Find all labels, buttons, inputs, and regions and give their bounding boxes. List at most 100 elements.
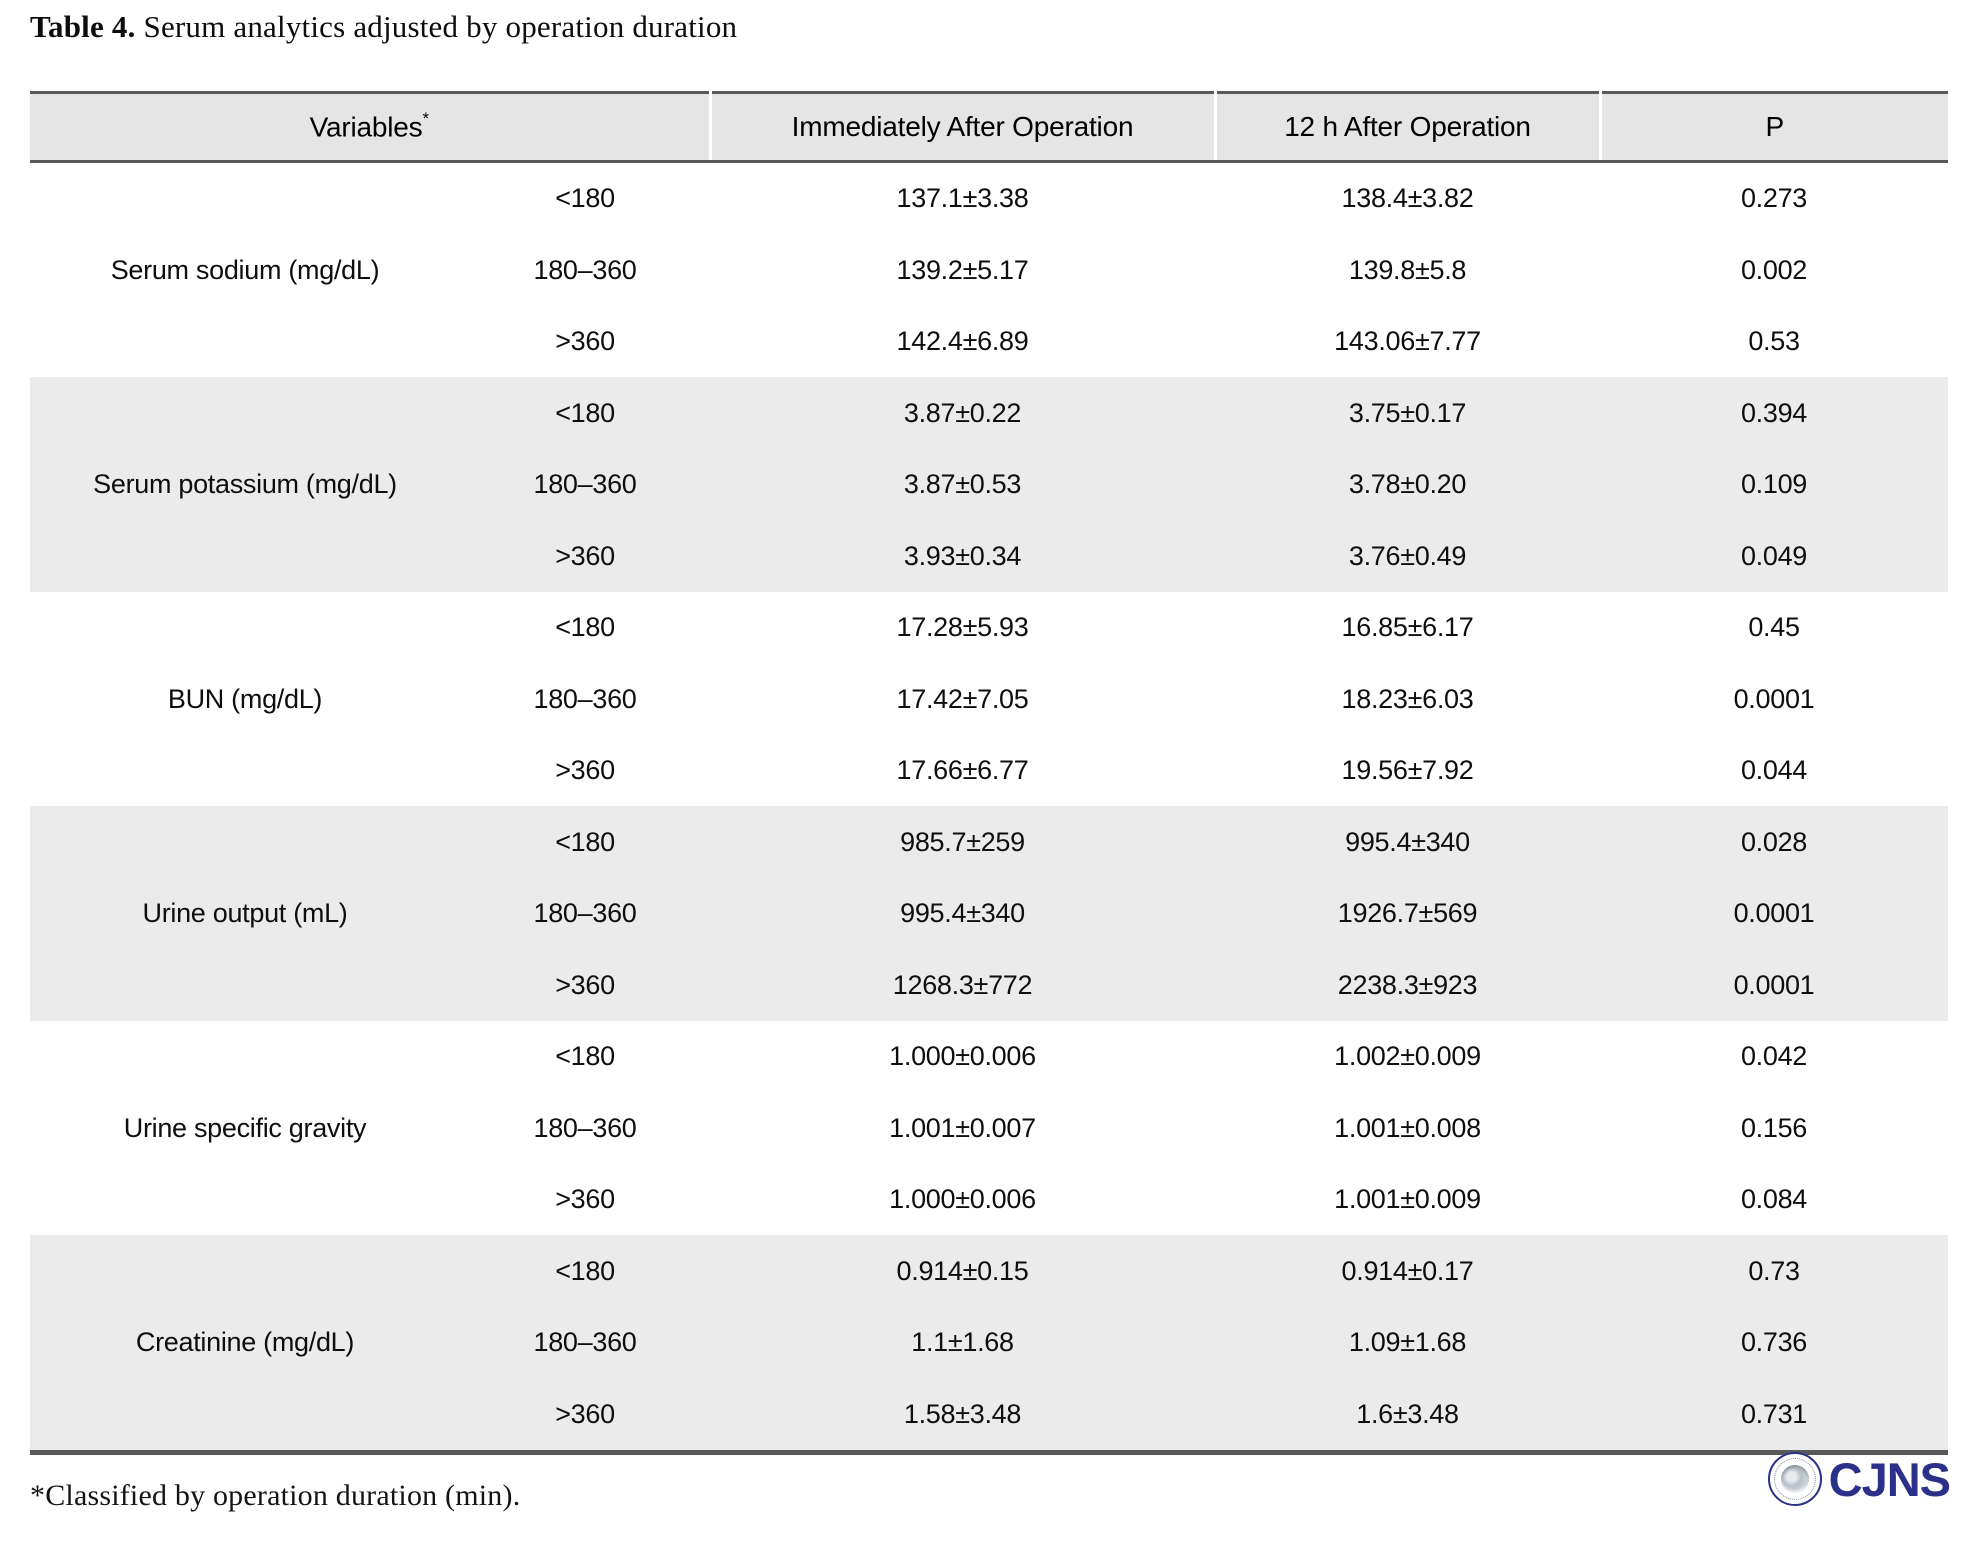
variable-group: BUN (mg/dL) <180 17.28±5.93 16.85±6.17 0.45 1…: [30, 592, 1948, 807]
journal-emblem-icon: [1767, 1452, 1822, 1506]
p-value-cell: 0.044: [1740, 755, 1808, 785]
duration-cell: >360: [460, 1378, 710, 1453]
p-value-cell: 0.273: [1740, 183, 1808, 213]
value-immediate-cell: 1.000±0.006: [889, 1041, 1036, 1071]
p-value-cell: 0.002: [1740, 254, 1808, 285]
header-variables: Variables*: [30, 92, 710, 163]
duration-cell: 180–360: [460, 877, 710, 950]
table-row: Serum sodium (mg/dL) <180 137.1±3.38 138.4±…: [30, 161, 1948, 285]
value-12h-cell: 18.23±6.03: [1341, 683, 1474, 714]
value-immediate-cell: 3.87±0.22: [710, 377, 1215, 449]
table-row: >360 142.4±6.89 143.06±7.77 0.53: [30, 306, 1948, 378]
table-row: >360 3.93±0.34 3.76±0.49 0.049: [30, 520, 1948, 592]
value-immediate-cell: 137.1±3.38: [896, 183, 1029, 213]
p-value-cell: 0.042: [1740, 1041, 1808, 1071]
serum-analytics-table: Variables* Immediately After Operation 1…: [30, 90, 1948, 1455]
duration-cell: 180–360: [460, 1306, 710, 1379]
table-row: 180–360 3.87±0.53 3.78±0.20 0.109: [30, 448, 1948, 521]
header-12h-after-operation: 12 h After Operation: [1213, 92, 1600, 163]
value-12h-cell: 1.001±0.008: [1334, 1112, 1481, 1143]
duration-cell: 180–360: [460, 448, 710, 521]
p-value-cell: 0.731: [1600, 1378, 1948, 1453]
value-12h-cell: 0.914±0.17: [1215, 1235, 1600, 1307]
variable-group: Serum potassium (mg/dL) <180 3.87±0.22 3.75…: [30, 377, 1948, 592]
value-12h-cell: 2238.3±923: [1215, 949, 1600, 1021]
header-p-value: P: [1598, 92, 1948, 163]
value-immediate-cell: 1.000±0.006: [889, 1184, 1036, 1214]
value-12h-cell: 3.76±0.49: [1215, 520, 1600, 592]
value-immediate-cell: 142.4±6.89: [896, 326, 1029, 356]
value-immediate-cell: 995.4±340: [710, 877, 1215, 950]
p-value-cell: 0.73: [1600, 1235, 1948, 1307]
p-value-cell: 0.394: [1600, 377, 1948, 449]
table-row: >360 1.000±0.006 1.001±0.009 0.084: [30, 1164, 1948, 1236]
p-value-cell: 0.53: [1748, 326, 1800, 356]
value-immediate-cell: 17.42±7.05: [896, 683, 1029, 714]
duration-cell: >360: [460, 520, 710, 592]
table-row: Serum potassium (mg/dL) <180 3.87±0.22 3.75…: [30, 377, 1948, 592]
duration-cell: >360: [555, 755, 615, 785]
p-value-cell: 0.736: [1600, 1306, 1948, 1379]
p-value-cell: 0.45: [1748, 612, 1800, 642]
value-immediate-cell: 1.1±1.68: [710, 1306, 1215, 1379]
duration-cell: <180: [555, 183, 615, 213]
variable-cell: BUN (mg/dL): [167, 683, 323, 714]
table-row: Urine output (mL) <180 985.7±259 995.4±340 0…: [30, 806, 1948, 1021]
duration-cell: <180: [555, 612, 615, 642]
value-immediate-cell: 1.001±0.007: [889, 1112, 1036, 1143]
value-12h-cell: 138.4±3.82: [1341, 183, 1474, 213]
value-immediate-cell: 1.58±3.48: [710, 1378, 1215, 1453]
variable-cell: Urine specific gravity: [123, 1112, 367, 1143]
table-row: BUN (mg/dL) <180 17.28±5.93 16.85±6.17 0.45: [30, 592, 1948, 714]
duration-cell: 180–360: [533, 683, 637, 714]
table-row: 180–360 1.1±1.68 1.09±1.68 0.736: [30, 1306, 1948, 1379]
table-caption-text: Serum analytics adjusted by operation du…: [135, 9, 738, 44]
variable-cell: Urine output (mL): [30, 806, 460, 1021]
duration-cell: 180–360: [533, 254, 637, 285]
value-12h-cell: 16.85±6.17: [1341, 612, 1474, 642]
value-immediate-cell: 17.66±6.77: [896, 755, 1029, 785]
p-value-cell: 0.156: [1740, 1112, 1808, 1143]
table-row: 180–360 17.42±7.05 18.23±6.03 0.0001: [30, 663, 1948, 735]
value-12h-cell: 1.002±0.009: [1334, 1041, 1481, 1071]
table-row: >360 17.66±6.77 19.56±7.92 0.044: [30, 735, 1948, 807]
duration-cell: >360: [555, 326, 615, 356]
value-12h-cell: 139.8±5.8: [1348, 254, 1467, 285]
variable-group: Serum sodium (mg/dL) <180 137.1±3.38 138.4±…: [30, 161, 1948, 377]
duration-cell: <180: [555, 1041, 615, 1071]
value-12h-cell: 143.06±7.77: [1334, 326, 1481, 356]
value-immediate-cell: 985.7±259: [710, 806, 1215, 878]
table-row: >360 1268.3±772 2238.3±923 0.0001: [30, 949, 1948, 1021]
variable-group: Urine specific gravity <180 1.000±0.006 1.0…: [30, 1021, 1948, 1236]
duration-cell: <180: [460, 1235, 710, 1307]
value-immediate-cell: 0.914±0.15: [710, 1235, 1215, 1307]
variable-cell: Serum potassium (mg/dL): [30, 377, 460, 592]
value-immediate-cell: 3.87±0.53: [710, 448, 1215, 521]
value-12h-cell: 1.6±3.48: [1215, 1378, 1600, 1453]
value-immediate-cell: 1268.3±772: [710, 949, 1215, 1021]
value-12h-cell: 1.09±1.68: [1215, 1306, 1600, 1379]
value-12h-cell: 1.001±0.009: [1334, 1184, 1481, 1214]
variable-cell: Creatinine (mg/dL): [30, 1235, 460, 1453]
p-value-cell: 0.084: [1740, 1184, 1808, 1214]
p-value-cell: 0.0001: [1733, 683, 1815, 714]
table-footnote: *Classified by operation duration (min).: [30, 1478, 521, 1512]
footnote-marker: *: [422, 108, 429, 128]
header-immediately-after-operation: Immediately After Operation: [708, 92, 1215, 163]
page-content: Table 4. Serum analytics adjusted by ope…: [30, 0, 1948, 1513]
value-12h-cell: 3.78±0.20: [1215, 448, 1600, 521]
p-value-cell: 0.049: [1600, 520, 1948, 592]
duration-cell: >360: [555, 1184, 615, 1214]
p-value-cell: 0.028: [1600, 806, 1948, 878]
table-row: 180–360 1.001±0.007 1.001±0.008 0.156: [30, 1092, 1948, 1164]
table-row: >360 1.58±3.48 1.6±3.48 0.731: [30, 1378, 1948, 1453]
variable-cell: Serum sodium (mg/dL): [110, 254, 380, 285]
value-12h-cell: 1926.7±569: [1215, 877, 1600, 950]
table-header-row: Variables* Immediately After Operation 1…: [30, 92, 1948, 163]
value-12h-cell: 3.75±0.17: [1215, 377, 1600, 449]
variable-group: Urine output (mL) <180 985.7±259 995.4±340 0…: [30, 806, 1948, 1021]
p-value-cell: 0.0001: [1600, 877, 1948, 950]
table-caption-label: Table 4.: [30, 9, 136, 44]
table-row: Urine specific gravity <180 1.000±0.006 1.0…: [30, 1021, 1948, 1143]
table-row: 180–360 139.2±5.17 139.8±5.8 0.002: [30, 234, 1948, 306]
